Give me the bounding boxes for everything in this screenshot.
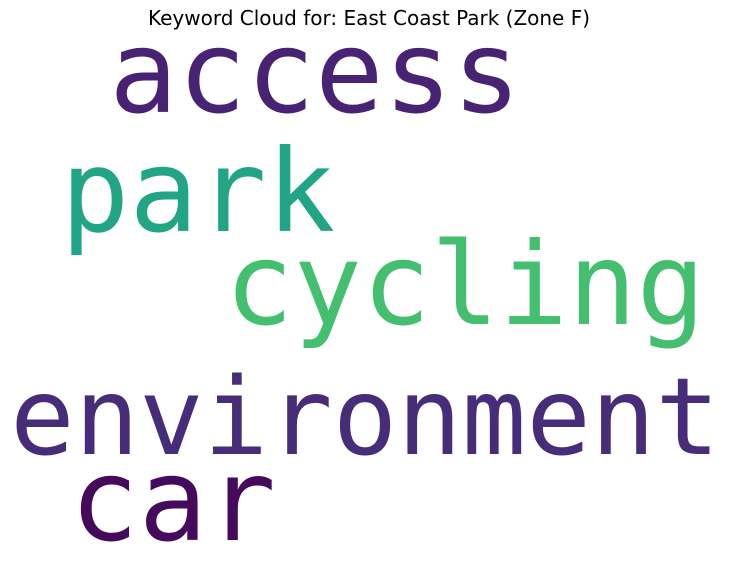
word-environment: environment (10, 355, 720, 480)
word-cycling: cycling (225, 218, 705, 351)
word-park: park (61, 125, 336, 258)
word-car: car (70, 434, 276, 567)
chart-title: Keyword Cloud for: East Coast Park (Zone… (147, 6, 591, 30)
word-access: access (109, 6, 521, 139)
